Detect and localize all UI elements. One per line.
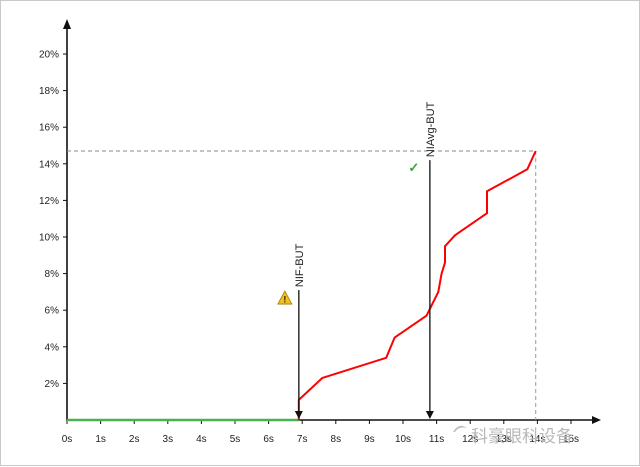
watermark: 科豪眼科设备 <box>453 425 573 447</box>
x-tick-label: 13s <box>496 434 512 445</box>
y-tick-label: 4% <box>45 342 60 353</box>
reference-lines <box>67 150 537 420</box>
warning-icon <box>277 290 293 305</box>
series-group <box>67 150 537 422</box>
x-tick-label: 9s <box>364 434 375 445</box>
markers-group: NIF-BUT! NIAvg-BUT ✓ <box>277 101 437 419</box>
x-tick-label: 2s <box>129 434 140 445</box>
x-tick-label: 5s <box>230 434 241 445</box>
x-tick-label: 0s <box>62 434 73 445</box>
x-tick-label: 14s <box>529 434 545 445</box>
marker-arrowhead <box>425 411 434 419</box>
x-tick-label: 11s <box>429 434 444 445</box>
x-tick-label: 8s <box>331 434 342 445</box>
y-tick-label: 8% <box>45 269 60 280</box>
x-tick-label: 12s <box>462 434 478 445</box>
y-tick-label: 2% <box>45 379 60 390</box>
x-tick-label: 6s <box>263 434 274 445</box>
y-tick-label: 16% <box>39 123 59 134</box>
y-tick-label: 14% <box>39 159 59 170</box>
watermark-label: 科豪眼科设备 <box>471 426 573 447</box>
x-tick-label: 4s <box>196 434 207 445</box>
x-tick-label: 15s <box>563 434 579 445</box>
x-tick-label: 1s <box>95 434 106 445</box>
marker-label: NIAvg-BUT <box>425 101 437 157</box>
y-tick-label: 12% <box>39 196 59 207</box>
x-tick-label: 7s <box>297 434 308 445</box>
wechat-logo-icon <box>453 425 467 432</box>
y-axis-arrow <box>63 19 71 29</box>
checkmark-icon: ✓ <box>408 160 419 175</box>
x-axis-arrow <box>592 416 601 424</box>
series-line-2 <box>297 150 537 420</box>
marker-label: NIF-BUT <box>294 243 306 287</box>
marker-arrowhead <box>294 411 303 419</box>
y-tick-label: 6% <box>45 306 60 317</box>
x-tick-label: 3s <box>163 434 174 445</box>
y-tick-label: 10% <box>39 233 59 244</box>
x-tick-label: 10s <box>395 434 411 445</box>
y-tick-label: 20% <box>39 50 59 61</box>
y-tick-label: 18% <box>39 86 59 97</box>
warning-icon-glyph: ! <box>283 295 286 305</box>
